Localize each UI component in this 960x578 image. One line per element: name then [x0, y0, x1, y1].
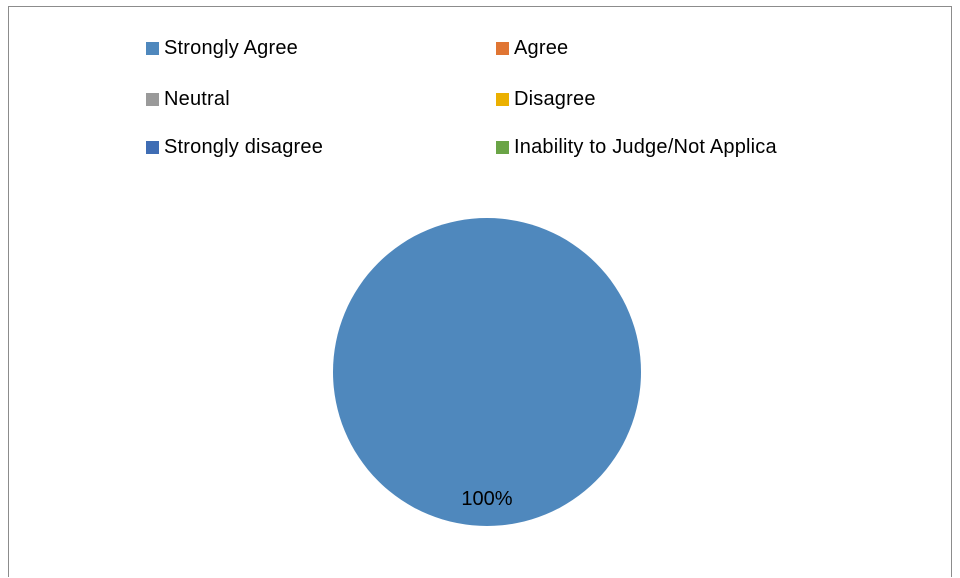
pie-data-labels: 100%: [461, 488, 512, 510]
pie-data-label: 100%: [461, 488, 512, 510]
legend-swatch: [146, 92, 159, 106]
legend-swatch: [496, 41, 509, 55]
legend-label: Agree: [514, 36, 569, 59]
legend-label: Strongly disagree: [164, 135, 324, 158]
pie-slices: [333, 218, 641, 526]
legend-label: Neutral: [164, 87, 230, 110]
legend-item-disagree: Disagree: [496, 87, 596, 111]
legend-swatch: [496, 140, 509, 154]
legend-item-strongly-agree: Strongly Agree: [146, 36, 298, 60]
chart-area: Strongly Agree Agree Neutral Disagree St…: [8, 6, 952, 577]
legend: Strongly Agree Agree Neutral Disagree St…: [9, 7, 951, 187]
legend-item-neutral: Neutral: [146, 87, 230, 111]
legend-item-agree: Agree: [496, 36, 568, 60]
legend-item-inability-to-judge: Inability to Judge/Not Applica: [496, 135, 777, 159]
pie-slice-strongly-agree: [333, 218, 641, 526]
legend-swatch: [496, 92, 509, 106]
pie-plot: 100%: [333, 218, 641, 526]
legend-swatch: [146, 140, 159, 154]
legend-label: Strongly Agree: [164, 36, 298, 59]
legend-label: Disagree: [514, 87, 596, 110]
legend-label: Inability to Judge/Not Applica: [514, 135, 777, 158]
legend-item-strongly-disagree: Strongly disagree: [146, 135, 323, 159]
legend-swatch: [146, 41, 159, 55]
